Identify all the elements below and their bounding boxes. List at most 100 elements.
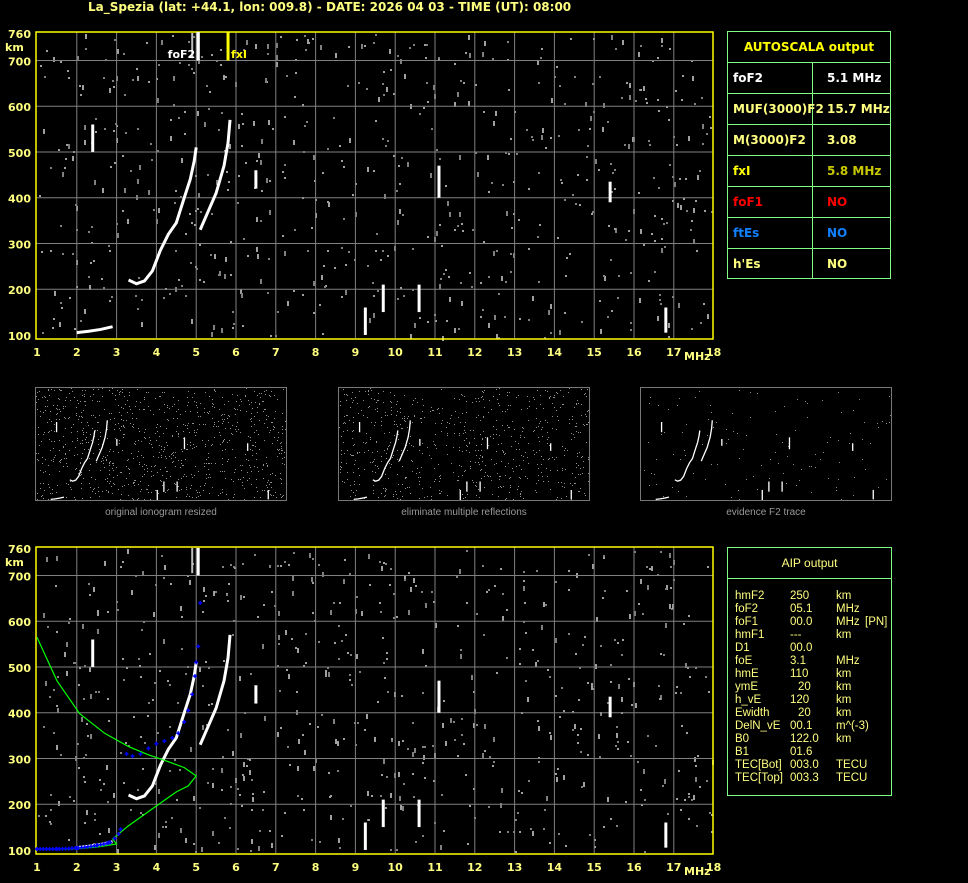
- noise-dot: [170, 583, 172, 585]
- noise-dot: [258, 846, 260, 851]
- aip-value: 110: [790, 668, 809, 680]
- noise-dot: [113, 483, 114, 484]
- noise-dot: [440, 278, 442, 280]
- noise-dot: [651, 473, 652, 474]
- noise-dot: [508, 427, 509, 428]
- noise-dot: [542, 427, 543, 428]
- noise-dot: [287, 746, 289, 748]
- noise-dot: [366, 88, 368, 90]
- noise-dot: [357, 403, 358, 404]
- noise-dot: [584, 493, 585, 494]
- noise-dot: [703, 303, 705, 305]
- noise-dot: [254, 391, 255, 392]
- noise-dot: [233, 566, 235, 568]
- noise-dot: [502, 425, 503, 426]
- noise-dot: [384, 677, 386, 679]
- aip-unit: TECU: [836, 759, 868, 771]
- noise-dot: [242, 774, 244, 776]
- noise-dot: [413, 796, 415, 798]
- noise-dot: [481, 444, 482, 445]
- noise-dot: [528, 443, 529, 444]
- noise-dot: [120, 430, 121, 431]
- noise-dot: [263, 411, 264, 412]
- noise-dot: [165, 826, 167, 828]
- noise-dot: [137, 499, 138, 500]
- noise-dot: [280, 494, 281, 495]
- noise-dot: [317, 726, 319, 728]
- noise-dot: [112, 80, 114, 82]
- page-title: La_Spezia (lat: +44.1, lon: 009.8) - DAT…: [88, 0, 572, 14]
- noise-dot: [425, 603, 427, 608]
- noise-dot: [181, 478, 182, 479]
- noise-dot: [93, 389, 94, 390]
- noise-dot: [79, 470, 80, 471]
- noise-dot: [484, 724, 486, 729]
- noise-dot: [150, 440, 151, 441]
- noise-dot: [240, 432, 241, 433]
- noise-dot: [578, 491, 579, 492]
- noise-dot: [648, 140, 650, 142]
- noise-dot: [685, 663, 687, 668]
- x-tick-label: 1: [33, 346, 41, 359]
- thumbnail-evidence-f2: [640, 387, 892, 501]
- noise-dot: [662, 785, 664, 787]
- noise-dot: [453, 447, 454, 448]
- noise-dot: [862, 439, 863, 440]
- noise-dot: [180, 467, 181, 468]
- noise-dot: [120, 472, 121, 473]
- noise-dot: [680, 692, 682, 694]
- noise-dot: [402, 214, 404, 216]
- noise-dot: [99, 779, 101, 781]
- aip-point: [162, 739, 167, 744]
- noise-dot: [119, 392, 120, 393]
- noise-dot: [110, 166, 112, 168]
- noise-dot: [660, 653, 662, 655]
- noise-dot: [154, 845, 156, 850]
- noise-dot: [380, 795, 382, 797]
- noise-dot: [180, 414, 181, 415]
- noise-dot: [262, 809, 264, 811]
- noise-dot: [661, 238, 663, 240]
- noise-dot: [460, 649, 462, 651]
- noise-dot: [483, 416, 484, 417]
- noise-dot: [246, 388, 247, 389]
- noise-dot: [52, 327, 54, 329]
- noise-dot: [162, 475, 163, 476]
- noise-dot: [864, 422, 865, 423]
- noise-dot: [121, 494, 122, 495]
- noise-dot: [285, 421, 286, 422]
- noise-dot: [178, 409, 179, 410]
- noise-dot: [286, 669, 288, 671]
- noise-dot: [610, 681, 612, 683]
- noise-dot: [240, 399, 241, 400]
- noise-dot: [402, 418, 403, 419]
- noise-dot: [496, 451, 497, 452]
- noise-dot: [588, 459, 589, 460]
- noise-dot: [482, 565, 484, 567]
- noise-dot: [381, 566, 383, 571]
- noise-dot: [393, 494, 394, 495]
- noise-dot: [355, 397, 356, 398]
- noise-dot: [218, 495, 219, 496]
- noise-dot: [610, 163, 612, 165]
- noise-dot: [520, 437, 521, 438]
- noise-dot: [322, 172, 324, 174]
- noise-dot: [45, 681, 47, 686]
- noise-dot: [160, 480, 161, 481]
- noise-dot: [240, 410, 241, 411]
- noise-dot: [66, 483, 67, 484]
- noise-dot: [348, 46, 350, 48]
- aip-value: 122.0: [790, 733, 819, 745]
- noise-dot: [510, 253, 512, 255]
- noise-dot: [254, 554, 256, 556]
- noise-dot: [516, 397, 517, 398]
- noise-dot: [187, 428, 188, 429]
- noise-dot: [135, 295, 137, 297]
- noise-dot: [190, 747, 192, 752]
- noise-dot: [361, 410, 362, 411]
- noise-dot: [385, 412, 386, 413]
- noise-dot: [523, 621, 525, 623]
- noise-dot: [161, 481, 162, 482]
- noise-dot: [347, 472, 348, 473]
- noise-dot: [483, 417, 484, 418]
